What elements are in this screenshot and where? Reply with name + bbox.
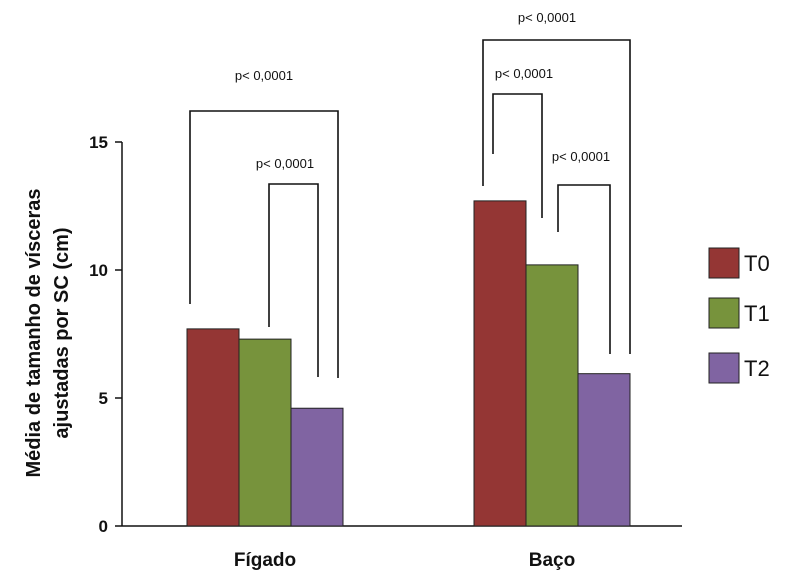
y-axis-title-line2: ajustadas por SC (cm): [51, 227, 73, 438]
significance-label: p< 0,0001: [518, 10, 576, 25]
significance-label: p< 0,0001: [235, 68, 293, 83]
significance-bracket: [189, 110, 339, 378]
bars: [186, 200, 631, 527]
bar-t1-baco: [525, 264, 579, 527]
y-ticks: 0 5 10 15: [89, 133, 122, 536]
legend-label-t1: T1: [744, 301, 770, 326]
legend-label-t2: T2: [744, 356, 770, 381]
bar-t2-baco: [577, 373, 631, 527]
significance-label: p< 0,0001: [495, 66, 553, 81]
legend-swatch-t1: [708, 297, 740, 329]
y-tick-label: 15: [89, 133, 108, 152]
legend-swatch-t0: [708, 247, 740, 279]
significance-bracket: [268, 183, 319, 377]
y-axis-title: Média de tamanho de vísceras: [23, 188, 45, 477]
bar-t0-baco: [473, 200, 527, 527]
significance-label: p< 0,0001: [552, 149, 610, 164]
legend-swatch-t2: [708, 352, 740, 384]
significance-bracket: [557, 184, 611, 354]
bar-t1-figado: [238, 338, 292, 527]
significance-label: p< 0,0001: [256, 156, 314, 171]
y-tick-label: 10: [89, 261, 108, 280]
category-label: Fígado: [234, 550, 296, 571]
y-tick-label: 5: [99, 389, 108, 408]
legend-label-t0: T0: [744, 251, 770, 276]
y-axis-title-line1: Média de tamanho de vísceras: [23, 188, 45, 477]
category-label: Baço: [529, 550, 575, 571]
bar-t2-figado: [290, 407, 344, 527]
bar-t0-figado: [186, 328, 240, 527]
y-axis-title-2: ajustadas por SC (cm): [51, 227, 73, 438]
significance-bracket: [492, 93, 543, 218]
y-tick-label: 0: [99, 517, 108, 536]
category-labels: Fígado Baço: [234, 550, 575, 571]
significance-brackets: p< 0,0001 p< 0,0001 p< 0,0001 p< 0,0001 p< 0…: [189, 10, 631, 378]
significance-bracket: [482, 39, 631, 354]
legend[interactable]: T0 T1 T2: [708, 247, 770, 384]
